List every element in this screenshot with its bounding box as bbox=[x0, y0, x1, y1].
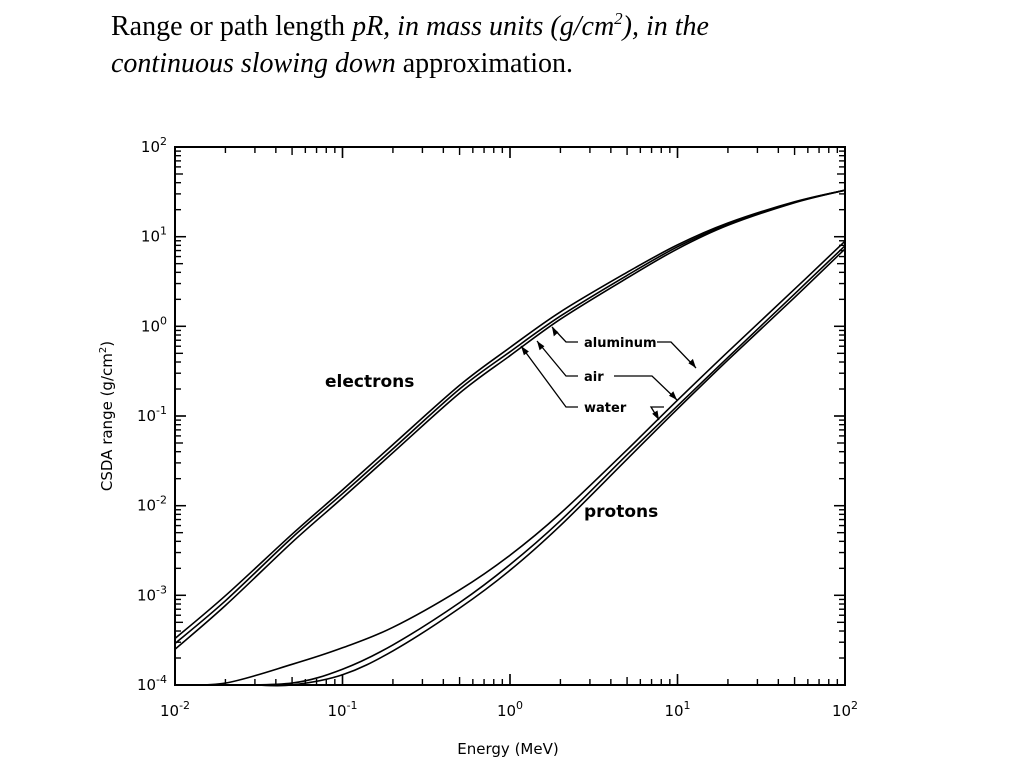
series-lines bbox=[174, 189, 846, 687]
series-protons-air bbox=[225, 245, 846, 686]
y-tick-label: 10-3 bbox=[137, 583, 167, 604]
annotation-aluminum: aluminum bbox=[584, 336, 657, 351]
y-tick-label: 100 bbox=[141, 314, 167, 335]
annotation-electrons: electrons bbox=[325, 372, 414, 392]
series-electrons-aluminum bbox=[174, 189, 846, 640]
leader-aluminum-protons bbox=[657, 341, 697, 369]
x-tick-label: 10-2 bbox=[160, 699, 190, 720]
series-electrons-air bbox=[174, 189, 846, 645]
x-axis-label: Energy (MeV) bbox=[457, 740, 558, 758]
arrowhead-water-protons bbox=[652, 410, 659, 420]
arrowhead-aluminum-protons bbox=[688, 358, 696, 368]
series-protons-water bbox=[254, 248, 846, 687]
x-tick-label: 102 bbox=[832, 699, 858, 720]
annotation-water: water bbox=[584, 401, 627, 416]
arrowhead-air-protons bbox=[669, 391, 677, 400]
y-tick-label: 101 bbox=[141, 225, 167, 246]
y-tick-label: 10-1 bbox=[137, 404, 167, 425]
annotation-protons: protons bbox=[584, 502, 658, 522]
y-tick-label: 10-2 bbox=[137, 494, 167, 515]
title-text-3: ), in the bbox=[622, 11, 709, 42]
series-protons-aluminum bbox=[174, 240, 846, 687]
title-text-4: continuous slowing down bbox=[111, 48, 396, 79]
annotation-air: air bbox=[584, 370, 604, 385]
x-tick-label: 101 bbox=[664, 699, 690, 720]
series-electrons-water bbox=[174, 189, 846, 650]
title-superscript: 2 bbox=[614, 9, 623, 28]
x-tick-label: 10-1 bbox=[327, 699, 357, 720]
leader-water-electrons bbox=[520, 345, 578, 408]
y-tick-labels: 10-4 10-3 10-2 10-1 100 101 102 bbox=[137, 135, 167, 694]
leader-aluminum-electrons bbox=[551, 326, 578, 343]
axis-ticks bbox=[174, 146, 846, 686]
x-tick-labels: 10-2 10-1 100 101 102 bbox=[160, 699, 858, 720]
title-text-2: pR, in mass units (g/cm bbox=[352, 11, 615, 42]
title-text-5: approximation bbox=[395, 48, 566, 79]
annotation-leaders bbox=[520, 326, 697, 421]
x-tick-label: 100 bbox=[497, 699, 523, 720]
y-axis-label: CSDA range (g/cm2) bbox=[98, 341, 116, 491]
plot-frame bbox=[174, 146, 846, 686]
title-text-1: Range or path length bbox=[111, 11, 353, 42]
y-tick-label: 10-4 bbox=[137, 673, 167, 694]
y-tick-label: 102 bbox=[141, 135, 167, 156]
leader-air-protons bbox=[614, 375, 678, 401]
arrowhead-aluminum-electrons bbox=[552, 327, 559, 337]
annotation-arrowheads bbox=[521, 327, 696, 420]
arrowhead-air-electrons bbox=[537, 341, 545, 351]
slide-title: Range or path length pR, in mass units (… bbox=[111, 8, 971, 82]
arrowhead-water-electrons bbox=[521, 346, 529, 356]
title-text-6: . bbox=[566, 48, 573, 79]
leader-air-electrons bbox=[536, 340, 578, 377]
